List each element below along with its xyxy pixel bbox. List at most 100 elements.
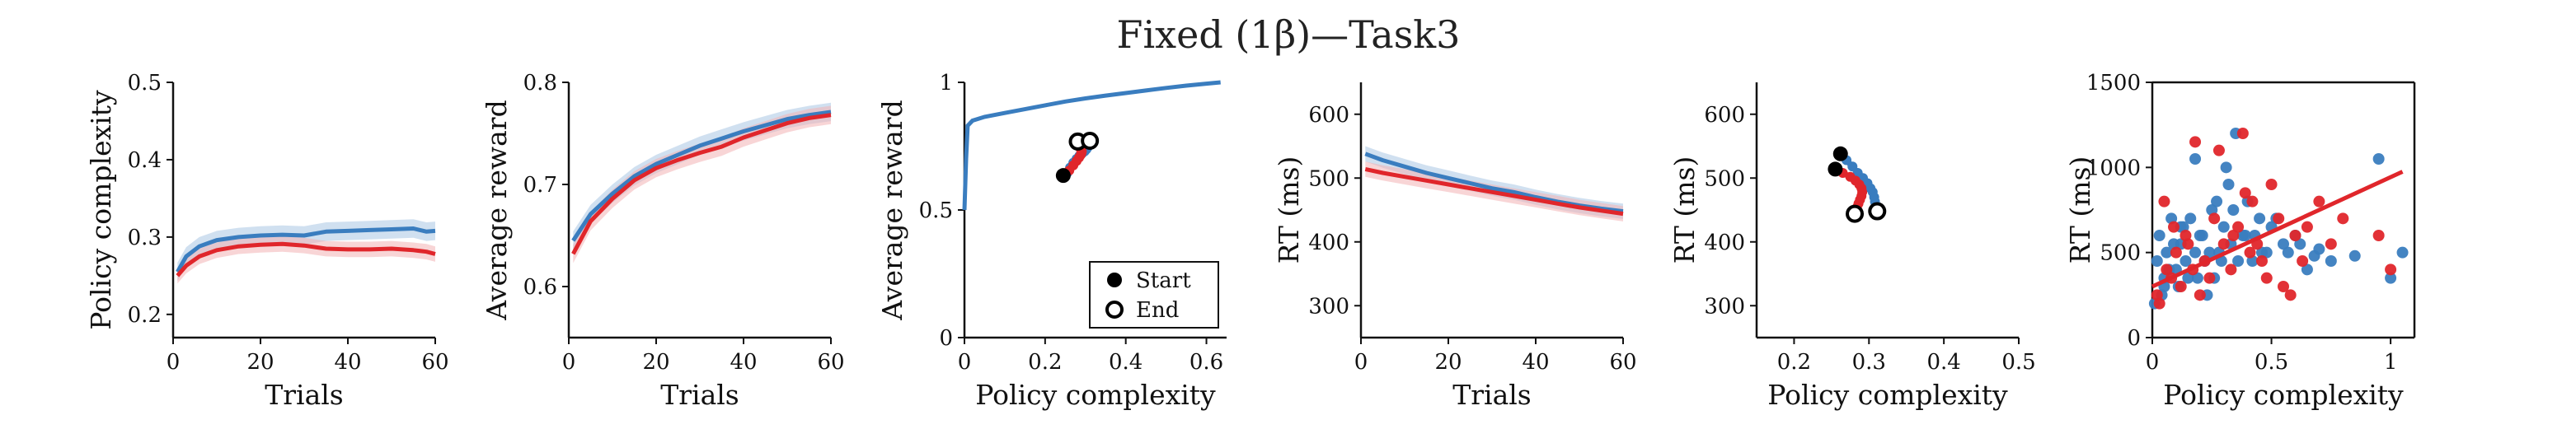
scatter-point-red <box>2212 144 2225 156</box>
scatter-point-red <box>2194 289 2206 301</box>
scatter-point-blue <box>2282 246 2294 259</box>
scatter-point-red <box>2385 263 2397 276</box>
scatter-point-red <box>2170 246 2182 259</box>
scatter-point-red <box>2265 179 2278 190</box>
y-axis-label: Policy complexity <box>85 90 117 330</box>
x-tick-label: 0.4 <box>1109 350 1143 375</box>
x-tick-label: 20 <box>1434 350 1462 375</box>
scatter-point-red <box>2244 246 2256 259</box>
regression-line <box>2151 170 2404 289</box>
x-tick-label: 60 <box>421 350 448 375</box>
x-tick-label: 20 <box>246 350 274 375</box>
y-axis-label: RT (ms) <box>1668 156 1701 264</box>
scatter-point-blue <box>2189 246 2202 259</box>
start-marker <box>1055 168 1071 184</box>
scatter-point-blue <box>2184 212 2197 225</box>
x-axis-label: Policy complexity <box>2163 379 2404 411</box>
x-tick-label: 0.3 <box>1852 350 1886 375</box>
scatter-point-blue <box>2227 204 2240 216</box>
panel-2: 0 20 40 60 0.6 0.7 0.8 Trials Average reward <box>481 71 845 411</box>
scatter-point-red <box>2227 230 2240 241</box>
y-tick-label: 1500 <box>2086 71 2141 96</box>
scatter-point-blue <box>2301 263 2313 276</box>
scatter-point-blue <box>2217 221 2230 233</box>
y-tick-label: 0.4 <box>128 148 162 173</box>
x-tick-label: 40 <box>334 350 361 375</box>
legend-marker-start <box>1107 273 1122 287</box>
x-tick-label: 0 <box>958 350 972 375</box>
series-line-blue <box>176 226 436 273</box>
scatter-point-blue <box>2385 272 2397 284</box>
y-tick-label: 1000 <box>2086 156 2141 180</box>
scatter-point-blue <box>2254 212 2266 225</box>
scatter-point-blue <box>2191 272 2203 284</box>
scatter-point-red <box>2232 221 2245 233</box>
x-axis-label: Trials <box>1452 379 1532 411</box>
scatter-point-blue <box>2182 272 2194 284</box>
x-tick-label: 0.4 <box>1926 350 1960 375</box>
x-axis-label: Trials <box>660 379 739 411</box>
scatter-point-blue <box>2189 153 2202 165</box>
scatter-point-red <box>2372 230 2385 241</box>
scatter-point-red <box>2225 263 2237 276</box>
reward-complexity-frontier <box>962 80 1221 211</box>
start-marker <box>1828 161 1843 177</box>
scatter-point-red <box>2180 230 2192 241</box>
x-axis-label: Policy complexity <box>975 379 1216 411</box>
x-tick-label: 40 <box>730 350 757 375</box>
y-axis-label: RT (ms) <box>2064 156 2096 264</box>
y-axis-label: RT (ms) <box>1273 156 1305 264</box>
y-tick-label: 500 <box>2100 241 2141 266</box>
scatter-point-red <box>2217 238 2230 250</box>
y-tick-label: 0 <box>939 326 953 351</box>
scatter-point-red <box>2278 281 2289 292</box>
scatter-point-blue <box>2396 246 2409 259</box>
scatter-point-red <box>2260 272 2273 284</box>
x-tick-label: 0.6 <box>1189 350 1223 375</box>
scatter-point-red <box>2208 212 2221 225</box>
legend-label: Start <box>1136 268 1191 293</box>
x-tick-label: 0 <box>562 350 576 375</box>
x-axis-label: Policy complexity <box>1767 379 2008 411</box>
scatter-point-blue <box>2180 255 2192 267</box>
scatter-point-blue <box>2239 230 2251 241</box>
scatter-point-blue <box>2325 255 2337 267</box>
scatter-point-blue <box>2278 238 2289 250</box>
y-tick-label: 0.5 <box>128 71 162 96</box>
y-tick-label: 300 <box>1704 294 1745 319</box>
scatter-point-red <box>2246 195 2259 208</box>
scatter-point-red <box>2297 255 2309 267</box>
scatter-point-red <box>2337 212 2349 225</box>
y-tick-label: 0.7 <box>523 173 557 198</box>
x-tick-label: 0.2 <box>1028 350 1062 375</box>
scatter-point-red <box>2203 272 2216 284</box>
scatter-point-red <box>2161 263 2173 276</box>
scatter-point-red <box>2168 221 2180 233</box>
scatter-point-blue <box>2153 230 2165 241</box>
panel-5: 0.2 0.3 0.4 0.5 300 400 500 600 Policy complexit… <box>1668 82 2036 411</box>
scatter-point-blue <box>2203 246 2216 259</box>
scatter-point-red <box>2158 195 2170 208</box>
scatter-point-blue <box>2372 153 2385 165</box>
y-tick-label: 0.6 <box>523 275 557 300</box>
scatter-point-blue <box>2151 255 2163 267</box>
y-axis-label: Average reward <box>876 100 908 320</box>
y-axis-label: Average reward <box>481 100 513 320</box>
scatter-point-red <box>2175 281 2187 292</box>
x-tick-label: 40 <box>1522 350 1549 375</box>
scatter-point-blue <box>2211 195 2223 208</box>
y-tick-label: 1 <box>939 71 953 96</box>
x-tick-label: 1 <box>2384 350 2398 375</box>
y-tick-label: 0.3 <box>128 226 162 250</box>
x-tick-label: 20 <box>642 350 669 375</box>
end-marker <box>1081 131 1100 150</box>
scatter-point-blue <box>2308 249 2320 262</box>
series-band-blue <box>177 219 436 282</box>
y-tick-label: 0.5 <box>919 198 953 223</box>
y-tick-label: 500 <box>1704 166 1745 191</box>
y-tick-label: 600 <box>1308 103 1349 128</box>
series-line-red <box>176 241 436 277</box>
scatter-point-red <box>2151 289 2163 301</box>
x-tick-label: 0.5 <box>2255 350 2288 375</box>
series-band-red <box>177 235 436 284</box>
